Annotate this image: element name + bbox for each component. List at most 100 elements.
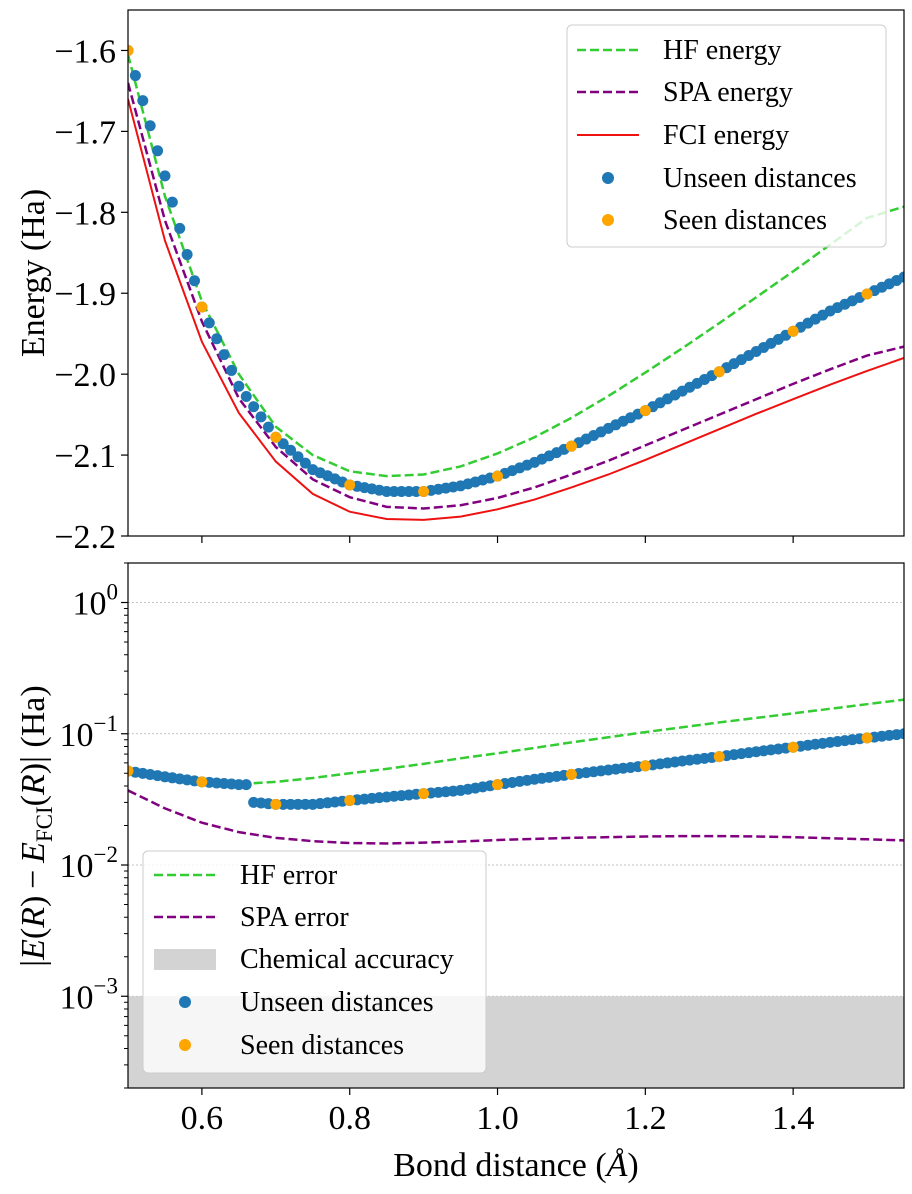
seen-point xyxy=(270,798,282,810)
series-hf-energy xyxy=(128,54,904,478)
energy-plot-frame xyxy=(127,9,905,537)
error-minor-ticks xyxy=(124,562,128,1089)
energy-y-tick-label: −2.0 xyxy=(54,357,116,394)
energy-y-tick-label: −2.1 xyxy=(54,438,116,475)
unseen-point xyxy=(174,222,186,234)
legend-spa-error-label: SPA error xyxy=(240,902,349,933)
legend-seen-label: Seen distances xyxy=(663,205,827,236)
legend-fci-energy-label: FCI energy xyxy=(663,120,789,151)
unseen-point xyxy=(292,451,304,463)
seen-point xyxy=(861,732,873,744)
ylab-part-5: E xyxy=(15,842,52,864)
unseen-point xyxy=(285,444,297,456)
error-y-tick-label: 100 xyxy=(73,580,119,623)
seen-point xyxy=(713,751,725,763)
legend-seen-label-2: Seen distances xyxy=(240,1030,404,1061)
energy-y-ticks: −2.2 −2.1 −2.0 −1.9 −1.8 −1.7 −1.6 xyxy=(54,33,128,556)
ylab-part-9: )| (Ha) xyxy=(15,685,52,774)
ylab-part-7: ( xyxy=(15,795,52,806)
error-legend: HF error SPA error Chemical accuracy Uns… xyxy=(142,850,487,1074)
seen-point xyxy=(492,779,504,791)
energy-y-tick-label: −2.2 xyxy=(54,519,116,556)
ylab-part-6: FCI xyxy=(32,806,57,842)
legend-unseen-marker xyxy=(602,172,614,184)
legend-unseen-label-2: Unseen distances xyxy=(240,987,434,1018)
energy-y-tick-label: −1.7 xyxy=(54,114,116,151)
unseen-point xyxy=(129,70,141,82)
unseen-point xyxy=(166,196,178,208)
legend-chemical-accuracy-label: Chemical accuracy xyxy=(240,944,454,975)
error-x-tick-label: 1.0 xyxy=(476,1100,519,1137)
ylab-part-2: ( xyxy=(15,928,52,939)
unseen-point xyxy=(233,380,245,392)
seen-point xyxy=(787,741,799,753)
energy-legend-box xyxy=(566,24,887,248)
seen-point xyxy=(128,44,134,56)
unseen-point xyxy=(218,349,230,361)
unseen-point xyxy=(203,317,215,329)
legend-seen-marker xyxy=(602,214,614,226)
unseen-point xyxy=(137,95,149,107)
series-hf-error xyxy=(253,698,904,785)
energy-panel: −2.2 −2.1 −2.0 −1.9 −1.8 −1.7 −1.6 Energy (Ha)… xyxy=(15,9,905,556)
unseen-point xyxy=(299,457,311,469)
unseen-point xyxy=(262,421,274,433)
energy-y-tick-label: −1.6 xyxy=(54,33,116,70)
unseen-point xyxy=(255,411,267,423)
legend-seen-marker-2 xyxy=(179,1039,191,1051)
legend-spa-energy-label: SPA energy xyxy=(663,77,793,108)
error-legend-box xyxy=(142,850,487,1074)
error-y-axis-label: |E(R) − EFCI(R)| (Ha) xyxy=(15,685,57,966)
energy-y-tick-label: −1.8 xyxy=(54,195,116,232)
unseen-point xyxy=(898,271,904,283)
unseen-point xyxy=(211,333,223,345)
seen-point xyxy=(639,760,651,772)
unseen-point xyxy=(189,275,201,287)
error-panel: 10−3 10−2 10−1 100 0.6 0.8 1.0 1.2 1.4 |E(R) − … xyxy=(15,562,905,1184)
seen-point xyxy=(639,405,651,417)
error-x-tick-label: 1.2 xyxy=(624,1100,667,1137)
unseen-point xyxy=(248,401,260,413)
unseen-point xyxy=(225,364,237,376)
seen-point xyxy=(270,431,282,443)
x-axis-label: Bond distance (Å) xyxy=(393,1147,639,1184)
x-axis-label-text: Bond distance xyxy=(393,1147,587,1184)
energy-points xyxy=(128,44,904,497)
error-x-ticks: 0.6 0.8 1.0 1.2 1.4 xyxy=(181,1088,815,1137)
error-x-tick-label: 0.6 xyxy=(181,1100,224,1137)
legend-hf-energy-label: HF energy xyxy=(663,35,781,66)
error-x-tick-label: 0.8 xyxy=(328,1100,371,1137)
unseen-point xyxy=(898,728,904,740)
unseen-point xyxy=(159,170,171,182)
legend-hf-error-label: HF error xyxy=(240,860,338,891)
unseen-point xyxy=(277,438,289,450)
error-y-tick-label: 10−2 xyxy=(60,842,118,885)
error-y-tick-label: 10−3 xyxy=(60,973,118,1016)
seen-point xyxy=(713,366,725,378)
ylab-part-4: ) − xyxy=(15,863,52,907)
energy-curves xyxy=(128,54,904,521)
seen-point xyxy=(861,288,873,300)
unseen-point xyxy=(240,779,252,791)
unseen-point xyxy=(152,145,164,157)
error-y-ticks: 10−3 10−2 10−1 100 xyxy=(60,580,128,1016)
x-axis-label-unit: Å xyxy=(605,1147,628,1184)
series-spa-energy xyxy=(128,82,904,510)
series-spa-error xyxy=(128,789,904,845)
legend-unseen-marker-2 xyxy=(179,996,191,1008)
error-x-tick-label: 1.4 xyxy=(772,1100,815,1137)
error-y-tick-label: 10−1 xyxy=(60,711,118,754)
legend-chemical-accuracy-swatch xyxy=(154,949,216,970)
series-fci-energy xyxy=(128,98,904,521)
energy-legend: HF energy SPA energy FCI energy Unseen d… xyxy=(566,24,887,248)
seen-point xyxy=(196,301,208,313)
seen-point xyxy=(418,485,430,497)
energy-x-ticks xyxy=(201,536,794,543)
seen-point xyxy=(565,768,577,780)
seen-point xyxy=(492,470,504,482)
ylab-part-8: R xyxy=(15,774,52,796)
error-points xyxy=(128,728,904,810)
error-curves xyxy=(128,698,904,845)
seen-point xyxy=(344,795,356,807)
